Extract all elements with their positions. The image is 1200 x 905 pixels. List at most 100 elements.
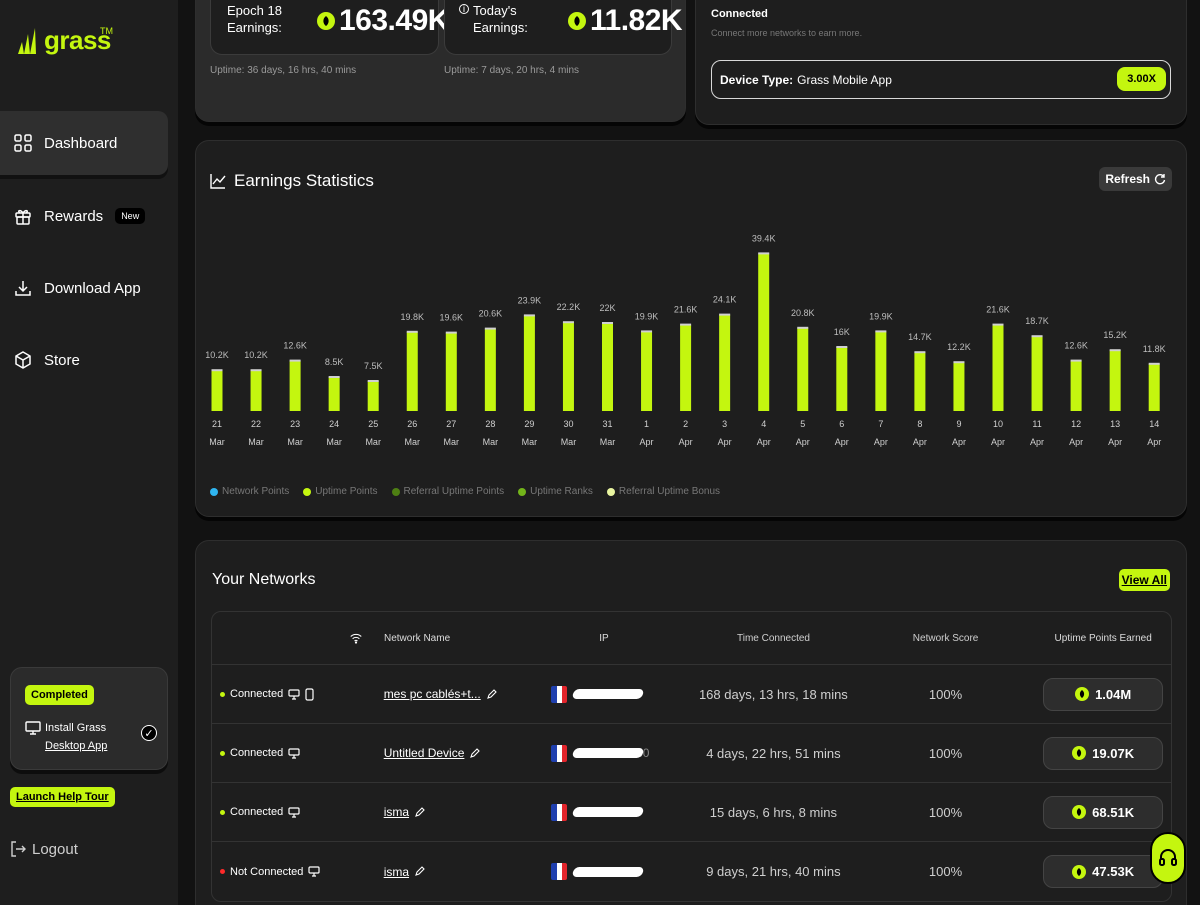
chart-bar[interactable]	[836, 347, 848, 411]
chart-bar[interactable]	[406, 331, 418, 411]
chart-bar[interactable]	[602, 323, 613, 411]
france-flag-icon	[551, 744, 568, 762]
chart-bar[interactable]	[445, 332, 457, 411]
chart-bar-cap	[719, 313, 731, 316]
today-earnings-value: 11.82K	[568, 4, 683, 38]
chart-bar[interactable]	[1031, 336, 1043, 411]
chart-bar[interactable]	[523, 315, 535, 411]
logo-trademark: TM	[100, 26, 113, 36]
chart-bar[interactable]	[289, 360, 301, 411]
launch-help-tour-button[interactable]: Launch Help Tour	[10, 787, 115, 807]
chart-x-tick-month: Apr	[835, 437, 849, 447]
support-chat-button[interactable]	[1150, 832, 1186, 884]
chart-bar[interactable]	[250, 370, 262, 411]
legend-item[interactable]: Network Points	[210, 486, 289, 497]
network-name[interactable]: isma	[383, 805, 410, 819]
chart-bar[interactable]	[680, 324, 692, 411]
network-name[interactable]: mes pc cablés+t...	[383, 687, 481, 701]
chart-bar[interactable]	[328, 377, 340, 411]
chart-bar[interactable]	[1148, 363, 1160, 411]
edit-pencil-icon[interactable]	[414, 806, 425, 818]
ip-cell	[516, 803, 691, 821]
earned-cell: 47.53K	[1035, 855, 1171, 888]
chart-value-label: 39.4K	[752, 233, 776, 243]
chart-legend: Network Points Uptime Points Referral Upti…	[210, 486, 720, 497]
chart-bar[interactable]	[562, 322, 574, 411]
chart-x-tick-day: 28	[485, 419, 495, 429]
chart-x-tick-day: 2	[683, 419, 688, 429]
refresh-button[interactable]: Refresh	[1099, 167, 1172, 191]
chart-bar[interactable]	[953, 362, 965, 411]
chart-bar-cap	[914, 351, 926, 354]
chart-bar[interactable]	[367, 381, 379, 411]
chart-bar-cap	[484, 327, 496, 330]
chart-bar-cap	[328, 376, 340, 378]
edit-pencil-icon[interactable]	[486, 688, 497, 700]
view-all-button[interactable]: View All	[1118, 569, 1170, 591]
chart-value-label: 10.2K	[244, 350, 268, 360]
chart-value-label: 18.7K	[1025, 316, 1049, 326]
sidebar-item-label: Dashboard	[44, 134, 118, 152]
chart-x-tick-month: Mar	[248, 437, 264, 447]
grass-logo[interactable]: grass TM	[16, 24, 113, 56]
chart-bar[interactable]	[797, 327, 809, 411]
chart-bar[interactable]	[211, 370, 223, 411]
table-row[interactable]: Connected mes pc cablés+t... ...125 168 …	[212, 665, 1171, 724]
network-score: 100%	[928, 864, 963, 879]
chart-bar-cap	[758, 252, 770, 255]
chart-bar[interactable]	[1109, 350, 1121, 411]
edit-pencil-icon[interactable]	[469, 747, 481, 759]
info-icon[interactable]: i	[459, 4, 469, 15]
sidebar-item-rewards[interactable]: Rewards New	[0, 184, 168, 248]
chart-value-label: 19.9K	[635, 311, 659, 321]
legend-item[interactable]: Uptime Points	[303, 486, 378, 497]
network-name-cell[interactable]: isma	[362, 805, 517, 819]
edit-pencil-icon[interactable]	[414, 866, 425, 877]
network-name[interactable]: isma	[383, 864, 410, 879]
chart-bar[interactable]	[1070, 360, 1082, 411]
chart-bar[interactable]	[641, 331, 653, 411]
column-network-score: Network Score	[912, 632, 979, 644]
chart-x-tick-month: Apr	[640, 437, 654, 447]
legend-item[interactable]: Uptime Ranks	[518, 486, 593, 497]
chart-x-tick-day: 14	[1149, 419, 1159, 429]
network-name-cell[interactable]: Untitled Device	[362, 746, 517, 760]
chart-bar-cap	[445, 331, 457, 334]
onboarding-task-card: Completed Install Grass Desktop App ✓	[10, 667, 168, 770]
table-row[interactable]: Connected isma 15 days, 6 hrs, 8 mins 10…	[212, 783, 1171, 842]
status-dot	[220, 869, 225, 874]
network-name-cell[interactable]: isma	[362, 865, 517, 879]
chart-bar[interactable]	[484, 328, 496, 411]
chart-bar[interactable]	[758, 253, 770, 411]
chart-value-label: 10.2K	[205, 350, 229, 360]
connection-status: Connected	[711, 8, 768, 20]
chart-bar[interactable]	[992, 324, 1004, 411]
sidebar-item-download-app[interactable]: Download App	[0, 256, 168, 320]
legend-label: Uptime Ranks	[530, 486, 593, 497]
legend-dot	[518, 487, 527, 496]
task-link[interactable]: Desktop App	[45, 740, 108, 752]
chart-bar[interactable]	[914, 352, 926, 411]
table-row[interactable]: Not Connected isma 90.9... 9 days, 21 hr…	[212, 842, 1171, 901]
status-label: Connected	[230, 806, 284, 818]
sidebar-item-dashboard[interactable]: Dashboard	[0, 111, 168, 175]
legend-item[interactable]: Referral Uptime Points	[391, 486, 504, 497]
legend-item[interactable]: Referral Uptime Bonus	[606, 486, 720, 497]
chart-x-tick-month: Apr	[952, 437, 966, 447]
table-row[interactable]: Connected Untitled Device 82...144.60 4 …	[212, 724, 1171, 783]
chart-bar-cap	[406, 330, 418, 333]
network-name-cell[interactable]: mes pc cablés+t...	[362, 687, 517, 701]
chart-bar-cap	[562, 321, 574, 324]
chart-bar[interactable]	[875, 331, 887, 411]
network-name[interactable]: Untitled Device	[383, 746, 465, 760]
chart-bar[interactable]	[719, 314, 731, 411]
headset-icon	[1159, 849, 1177, 866]
logout-button[interactable]: Logout	[10, 840, 78, 858]
chart-value-label: 12.6K	[1064, 341, 1088, 351]
status-cell: Connected	[212, 747, 362, 759]
chart-x-tick-month: Mar	[405, 437, 421, 447]
uptime-points-pill: 19.07K	[1043, 736, 1164, 770]
earned-cell: 68.51K	[1035, 795, 1171, 829]
sidebar-item-store[interactable]: Store	[0, 328, 168, 392]
chart-x-tick-month: Mar	[483, 437, 499, 447]
